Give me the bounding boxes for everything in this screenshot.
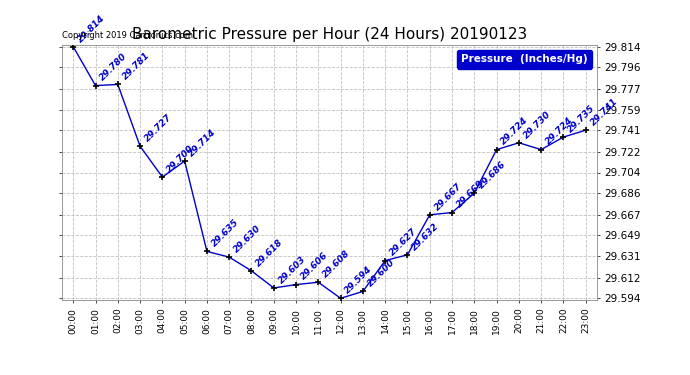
Text: 29.608: 29.608	[321, 249, 352, 279]
Text: 29.735: 29.735	[566, 104, 597, 134]
Text: 29.618: 29.618	[255, 237, 285, 268]
Title: Barometric Pressure per Hour (24 Hours) 20190123: Barometric Pressure per Hour (24 Hours) …	[132, 27, 527, 42]
Text: 29.630: 29.630	[232, 224, 263, 254]
Text: 29.700: 29.700	[165, 144, 196, 174]
Text: 29.781: 29.781	[121, 51, 151, 82]
Text: 29.741: 29.741	[589, 97, 620, 128]
Text: 29.606: 29.606	[299, 251, 330, 282]
Text: 29.724: 29.724	[500, 116, 530, 147]
Text: 29.603: 29.603	[277, 254, 308, 285]
Text: 29.600: 29.600	[366, 258, 397, 289]
Legend: Pressure  (Inches/Hg): Pressure (Inches/Hg)	[457, 50, 591, 69]
Text: 29.635: 29.635	[210, 218, 241, 249]
Text: 29.669: 29.669	[455, 179, 486, 210]
Text: 29.730: 29.730	[522, 109, 553, 140]
Text: 29.714: 29.714	[188, 128, 218, 158]
Text: 29.724: 29.724	[544, 116, 575, 147]
Text: 29.780: 29.780	[98, 52, 129, 83]
Text: Copyright 2019 Cartronics.com: Copyright 2019 Cartronics.com	[62, 31, 193, 40]
Text: 29.632: 29.632	[411, 221, 441, 252]
Text: 29.667: 29.667	[433, 181, 464, 212]
Text: 29.594: 29.594	[344, 265, 374, 296]
Text: 29.727: 29.727	[143, 112, 174, 143]
Text: 29.627: 29.627	[388, 227, 419, 258]
Text: 29.814: 29.814	[76, 13, 107, 44]
Text: 29.686: 29.686	[477, 159, 508, 190]
